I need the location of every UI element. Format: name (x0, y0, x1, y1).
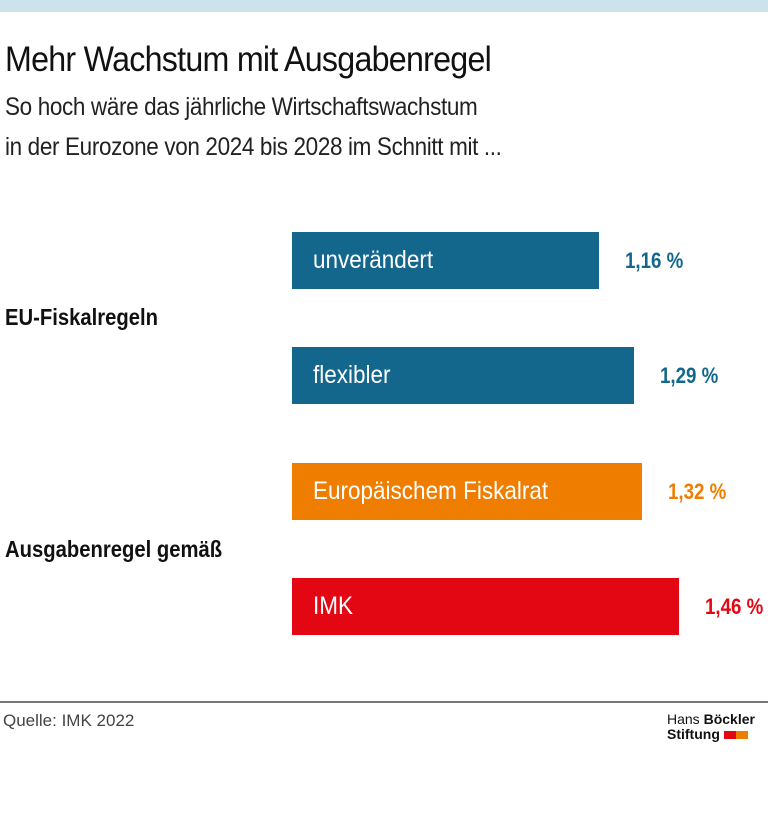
subtitle-line-1: So hoch wäre das jährliche Wirtschaftswa… (5, 93, 478, 121)
chart-title: Mehr Wachstum mit Ausgabenregel (5, 40, 492, 79)
data-label: 1,46 % (704, 594, 764, 619)
data-label: 1,32 % (667, 479, 727, 504)
data-label: 1,29 % (659, 363, 719, 388)
group-label-eu-fiskalregeln: EU-Fiskalregeln (5, 304, 158, 330)
group-label-ausgabenregel: Ausgabenregel gemäß (5, 536, 223, 562)
top-band (0, 0, 768, 12)
data-label: 1,16 % (625, 248, 684, 273)
bar-2 (292, 463, 642, 520)
bar-label: Europäischem Fiskalrat (313, 477, 549, 505)
bar-label: IMK (313, 592, 354, 620)
subtitle-line-2: in der Eurozone von 2024 bis 2028 im Sch… (5, 133, 502, 161)
divider (0, 701, 768, 703)
bar-1 (292, 347, 634, 404)
bar-3 (292, 578, 679, 635)
bar-0 (292, 232, 600, 289)
hans-boeckler-logo: Hans Böckler Stiftung (667, 711, 755, 742)
bar-label: flexibler (313, 361, 391, 389)
bar-label: unverändert (313, 246, 434, 274)
source-note: Quelle: IMK 2022 (3, 711, 135, 730)
